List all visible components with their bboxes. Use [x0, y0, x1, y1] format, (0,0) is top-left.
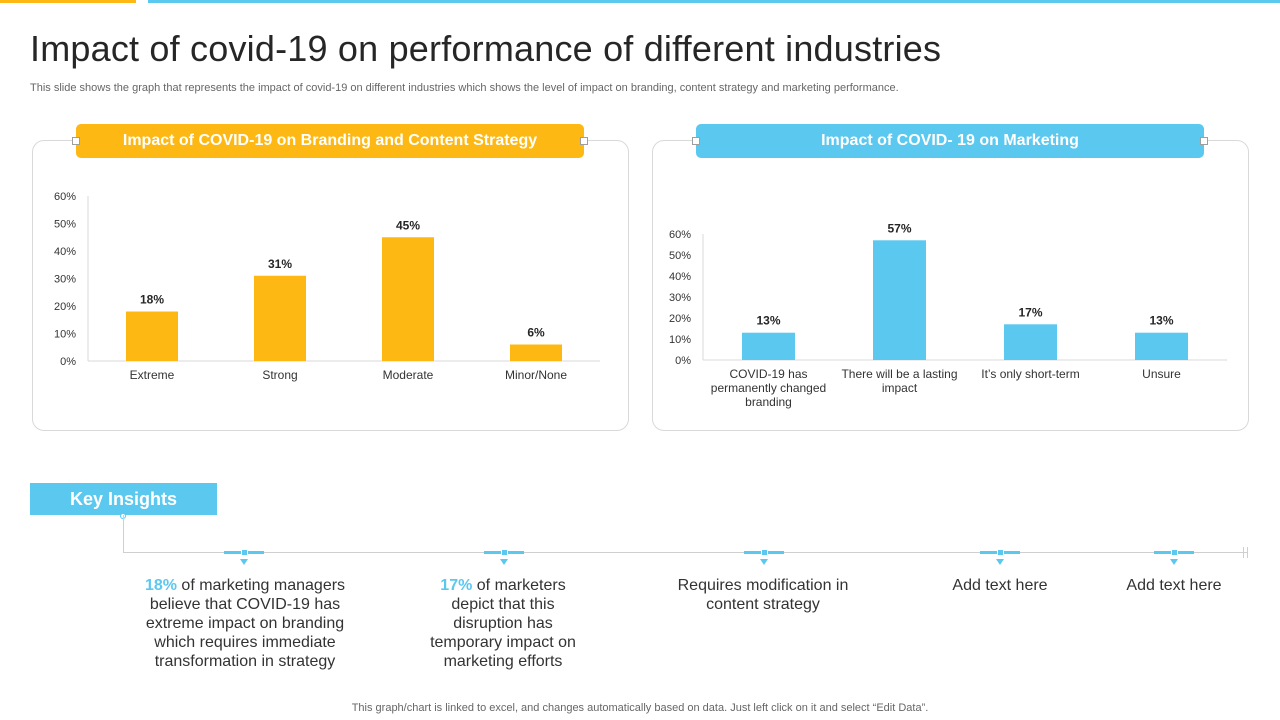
header-handle-right — [580, 137, 588, 145]
timeline-end-tick — [1247, 547, 1248, 558]
timeline-end-tick — [1243, 547, 1244, 558]
data-label: 31% — [268, 257, 292, 271]
insight-highlight: 18% — [144, 577, 177, 594]
header-handle-right — [1200, 137, 1208, 145]
insight-item-4: Add text here — [930, 576, 1070, 595]
insight-text: of marketing managers believe that COVID… — [145, 577, 346, 670]
x-tick-label: COVID-19 has — [729, 367, 807, 381]
branding-chart-title: Impact of COVID-19 on Branding and Conte… — [122, 132, 538, 149]
timeline-marker — [224, 549, 264, 569]
header-handle-left — [692, 137, 700, 145]
y-tick-label: 20% — [669, 313, 691, 325]
key-insights-label: Key Insights — [30, 483, 217, 515]
y-tick-label: 30% — [669, 292, 691, 304]
x-tick-label: impact — [882, 381, 918, 395]
y-tick-label: 50% — [54, 219, 76, 231]
y-tick-label: 10% — [669, 334, 691, 346]
timeline-line — [123, 552, 1247, 553]
branding-chart-panel — [32, 140, 629, 431]
insight-highlight: 17% — [440, 577, 473, 594]
data-label: 18% — [140, 293, 164, 307]
timeline-marker — [484, 549, 524, 569]
bar — [510, 344, 562, 361]
data-label: 17% — [1018, 305, 1042, 319]
bar — [873, 240, 926, 360]
footer-note: This graph/chart is linked to excel, and… — [351, 702, 929, 714]
x-tick-label: Moderate — [383, 368, 434, 382]
y-tick-label: 30% — [54, 274, 76, 286]
data-label: 45% — [396, 218, 420, 232]
header-handle-left — [72, 137, 80, 145]
data-label: 13% — [1149, 314, 1173, 328]
insight-text: Add text here — [1126, 577, 1222, 594]
bar — [1135, 332, 1188, 360]
marketing-chart-panel — [652, 140, 1249, 431]
y-tick-label: 0% — [60, 356, 76, 368]
insight-text: of marketers depict that this disruption… — [430, 577, 576, 670]
page-subtitle: This slide shows the graph that represen… — [30, 82, 899, 94]
timeline-marker — [744, 549, 784, 569]
data-label: 6% — [527, 326, 545, 340]
y-tick-label: 0% — [675, 355, 691, 367]
y-tick-label: 50% — [669, 250, 691, 262]
y-tick-label: 40% — [54, 246, 76, 258]
x-tick-label: Minor/None — [505, 368, 567, 382]
bar — [254, 275, 306, 361]
x-tick-label: permanently changed — [711, 381, 826, 395]
marketing-chart-title: Impact of COVID- 19 on Marketing — [821, 132, 1079, 149]
insight-item-5: Add text here — [1104, 576, 1244, 595]
y-tick-label: 60% — [54, 191, 76, 203]
top-accent-bar-orange — [0, 0, 136, 3]
y-tick-label: 40% — [669, 271, 691, 283]
top-accent-bar-blue — [148, 0, 1280, 3]
insight-item-1: 18% of marketing managers believe that C… — [140, 576, 350, 671]
x-tick-label: Strong — [262, 368, 297, 382]
data-label: 13% — [756, 314, 780, 328]
bar — [126, 311, 178, 361]
insight-text: Add text here — [952, 577, 1048, 594]
timeline-connector — [123, 515, 124, 553]
page-title: Impact of covid-19 on performance of dif… — [30, 28, 942, 69]
insight-item-2: 17% of marketers depict that this disrup… — [428, 576, 578, 671]
x-tick-label: It’s only short-term — [981, 367, 1079, 381]
bar — [382, 237, 434, 361]
insight-item-3: Requires modification in content strateg… — [670, 576, 856, 614]
x-tick-label: Unsure — [1142, 367, 1181, 381]
x-tick-label: branding — [745, 395, 792, 409]
timeline-marker — [980, 549, 1020, 569]
bar — [742, 332, 795, 360]
branding-chart-header: Impact of COVID-19 on Branding and Conte… — [72, 124, 588, 158]
x-tick-label: Extreme — [130, 368, 175, 382]
x-tick-label: There will be a lasting — [841, 367, 957, 381]
timeline-marker — [1154, 549, 1194, 569]
bar — [1004, 324, 1057, 360]
data-label: 57% — [887, 221, 911, 235]
y-tick-label: 60% — [669, 229, 691, 241]
y-tick-label: 10% — [54, 329, 76, 341]
insight-text: Requires modification in content strateg… — [677, 577, 849, 613]
marketing-chart-header: Impact of COVID- 19 on Marketing — [692, 124, 1208, 158]
y-tick-label: 20% — [54, 301, 76, 313]
